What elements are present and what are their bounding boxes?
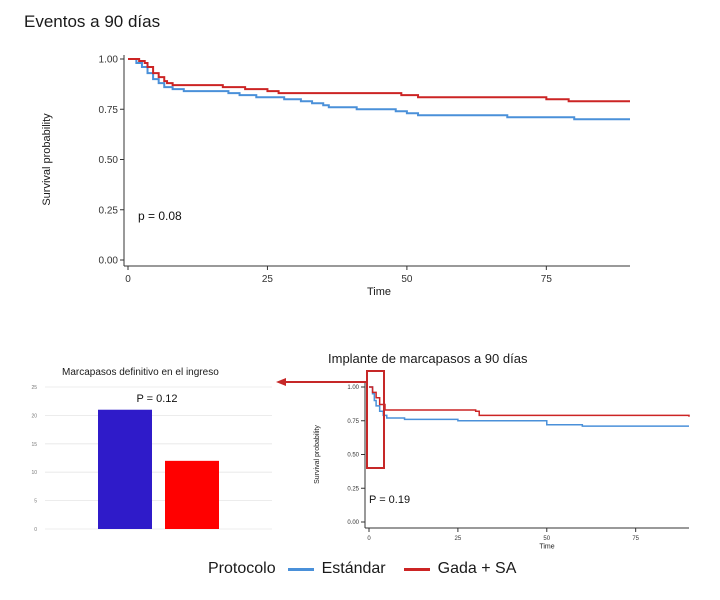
km1-y-axis-label: Survival probability xyxy=(41,113,53,206)
bar-y-tick-label: 20 xyxy=(31,413,37,419)
bar-y-tick-label: 5 xyxy=(34,499,37,505)
bar-y-tick-label: 0 xyxy=(34,527,37,533)
legend-item-gada-sa: Gada + SA xyxy=(403,560,517,578)
bar-chart-title: Marcapasos definitivo en el ingreso xyxy=(62,367,219,378)
km2-x-axis-label: Time xyxy=(539,544,554,551)
bar-p-value: P = 0.12 xyxy=(136,393,177,405)
legend-label-estandar: Estándar xyxy=(321,560,386,577)
km-panel-2-title: Implante de marcapasos a 90 días xyxy=(328,351,528,366)
legend-label-gada-sa: Gada + SA xyxy=(437,560,517,577)
km2-y-tick-label: 1.00 xyxy=(347,385,359,391)
km1-series-estandar xyxy=(128,58,630,121)
km2-y-tick-label: 0.50 xyxy=(347,453,359,459)
km2-series-estandar xyxy=(369,386,689,427)
legend-swatch-gada-sa xyxy=(403,567,430,571)
km1-x-tick-label: 25 xyxy=(262,274,274,285)
legend: Protocolo Estándar Gada + SA xyxy=(208,560,534,578)
legend-swatch-estandar xyxy=(287,567,314,571)
km2-y-tick-label: 0.25 xyxy=(347,486,359,492)
km1-y-tick-label: 0.00 xyxy=(99,256,119,267)
legend-item-estandar: Estándar xyxy=(287,560,386,578)
km1-x-axis-label: Time xyxy=(367,286,391,298)
km1-x-tick-label: 75 xyxy=(541,274,553,285)
page-title: Eventos a 90 días xyxy=(24,12,161,31)
km2-x-tick-label: 25 xyxy=(455,536,462,542)
km2-y-tick-label: 0.00 xyxy=(347,520,359,526)
km1-p-value: p = 0.08 xyxy=(138,209,182,223)
km2-x-tick-label: 50 xyxy=(543,536,550,542)
km1-y-tick-label: 0.25 xyxy=(99,205,119,216)
km1-y-tick-label: 0.75 xyxy=(99,105,119,116)
km1-y-tick-label: 0.50 xyxy=(99,155,119,166)
bar-1 xyxy=(98,409,152,529)
bar-y-tick-label: 25 xyxy=(31,385,37,391)
km1-x-tick-label: 0 xyxy=(125,274,131,285)
km1-x-tick-label: 50 xyxy=(401,274,413,285)
bar-y-tick-label: 15 xyxy=(31,442,37,448)
km2-y-axis-label: Survival probability xyxy=(314,425,321,484)
highlight-box xyxy=(366,370,385,469)
bar-y-tick-label: 10 xyxy=(31,470,37,476)
km2-p-value: P = 0.19 xyxy=(369,494,410,506)
legend-title: Protocolo xyxy=(208,560,276,577)
arrow-head xyxy=(276,378,286,386)
km2-y-tick-label: 0.75 xyxy=(347,419,359,425)
km2-x-tick-label: 0 xyxy=(367,536,371,542)
km2-x-tick-label: 75 xyxy=(632,536,639,542)
km1-series-gada-sa xyxy=(128,58,630,103)
bar-2 xyxy=(165,460,219,529)
km2-series-gada-sa xyxy=(369,386,690,417)
km1-y-tick-label: 1.00 xyxy=(99,55,119,66)
